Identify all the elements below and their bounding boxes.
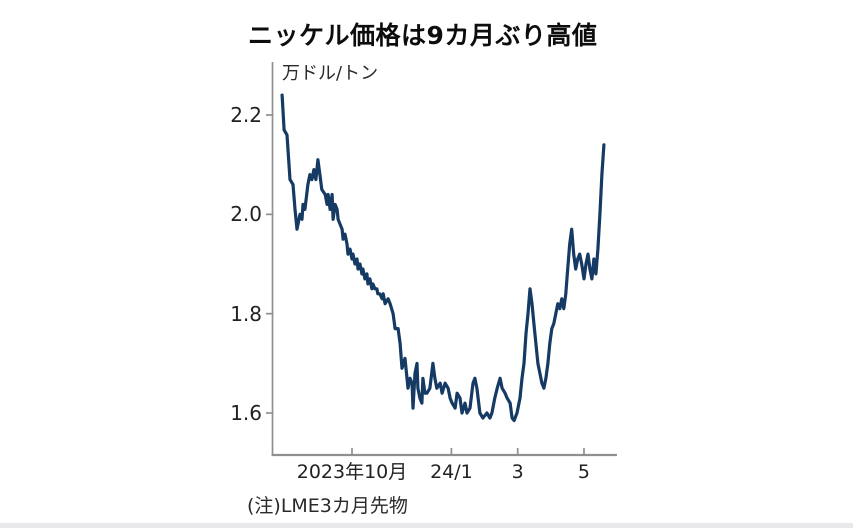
y-tick-label: 1.6 <box>230 401 262 426</box>
y-tick-label: 2.2 <box>230 103 262 127</box>
bottom-edge-divider <box>0 523 853 528</box>
x-tick-label: 3 <box>511 461 524 483</box>
x-tick-label: 5 <box>577 461 591 483</box>
price-line-series <box>280 93 606 423</box>
x-tick-label: 2023年10月 <box>296 461 408 483</box>
x-tick-label: 24/1 <box>430 461 473 483</box>
chart-title: ニッケル価格は9カ月ぶり高値 <box>248 21 598 50</box>
y-tick-label: 1.8 <box>230 301 262 326</box>
y-tick-label: 2.0 <box>230 202 262 227</box>
y-axis-unit-label: 万ドル/トン <box>282 63 379 84</box>
chart-note: (注)LME3カ月先物 <box>247 495 408 517</box>
